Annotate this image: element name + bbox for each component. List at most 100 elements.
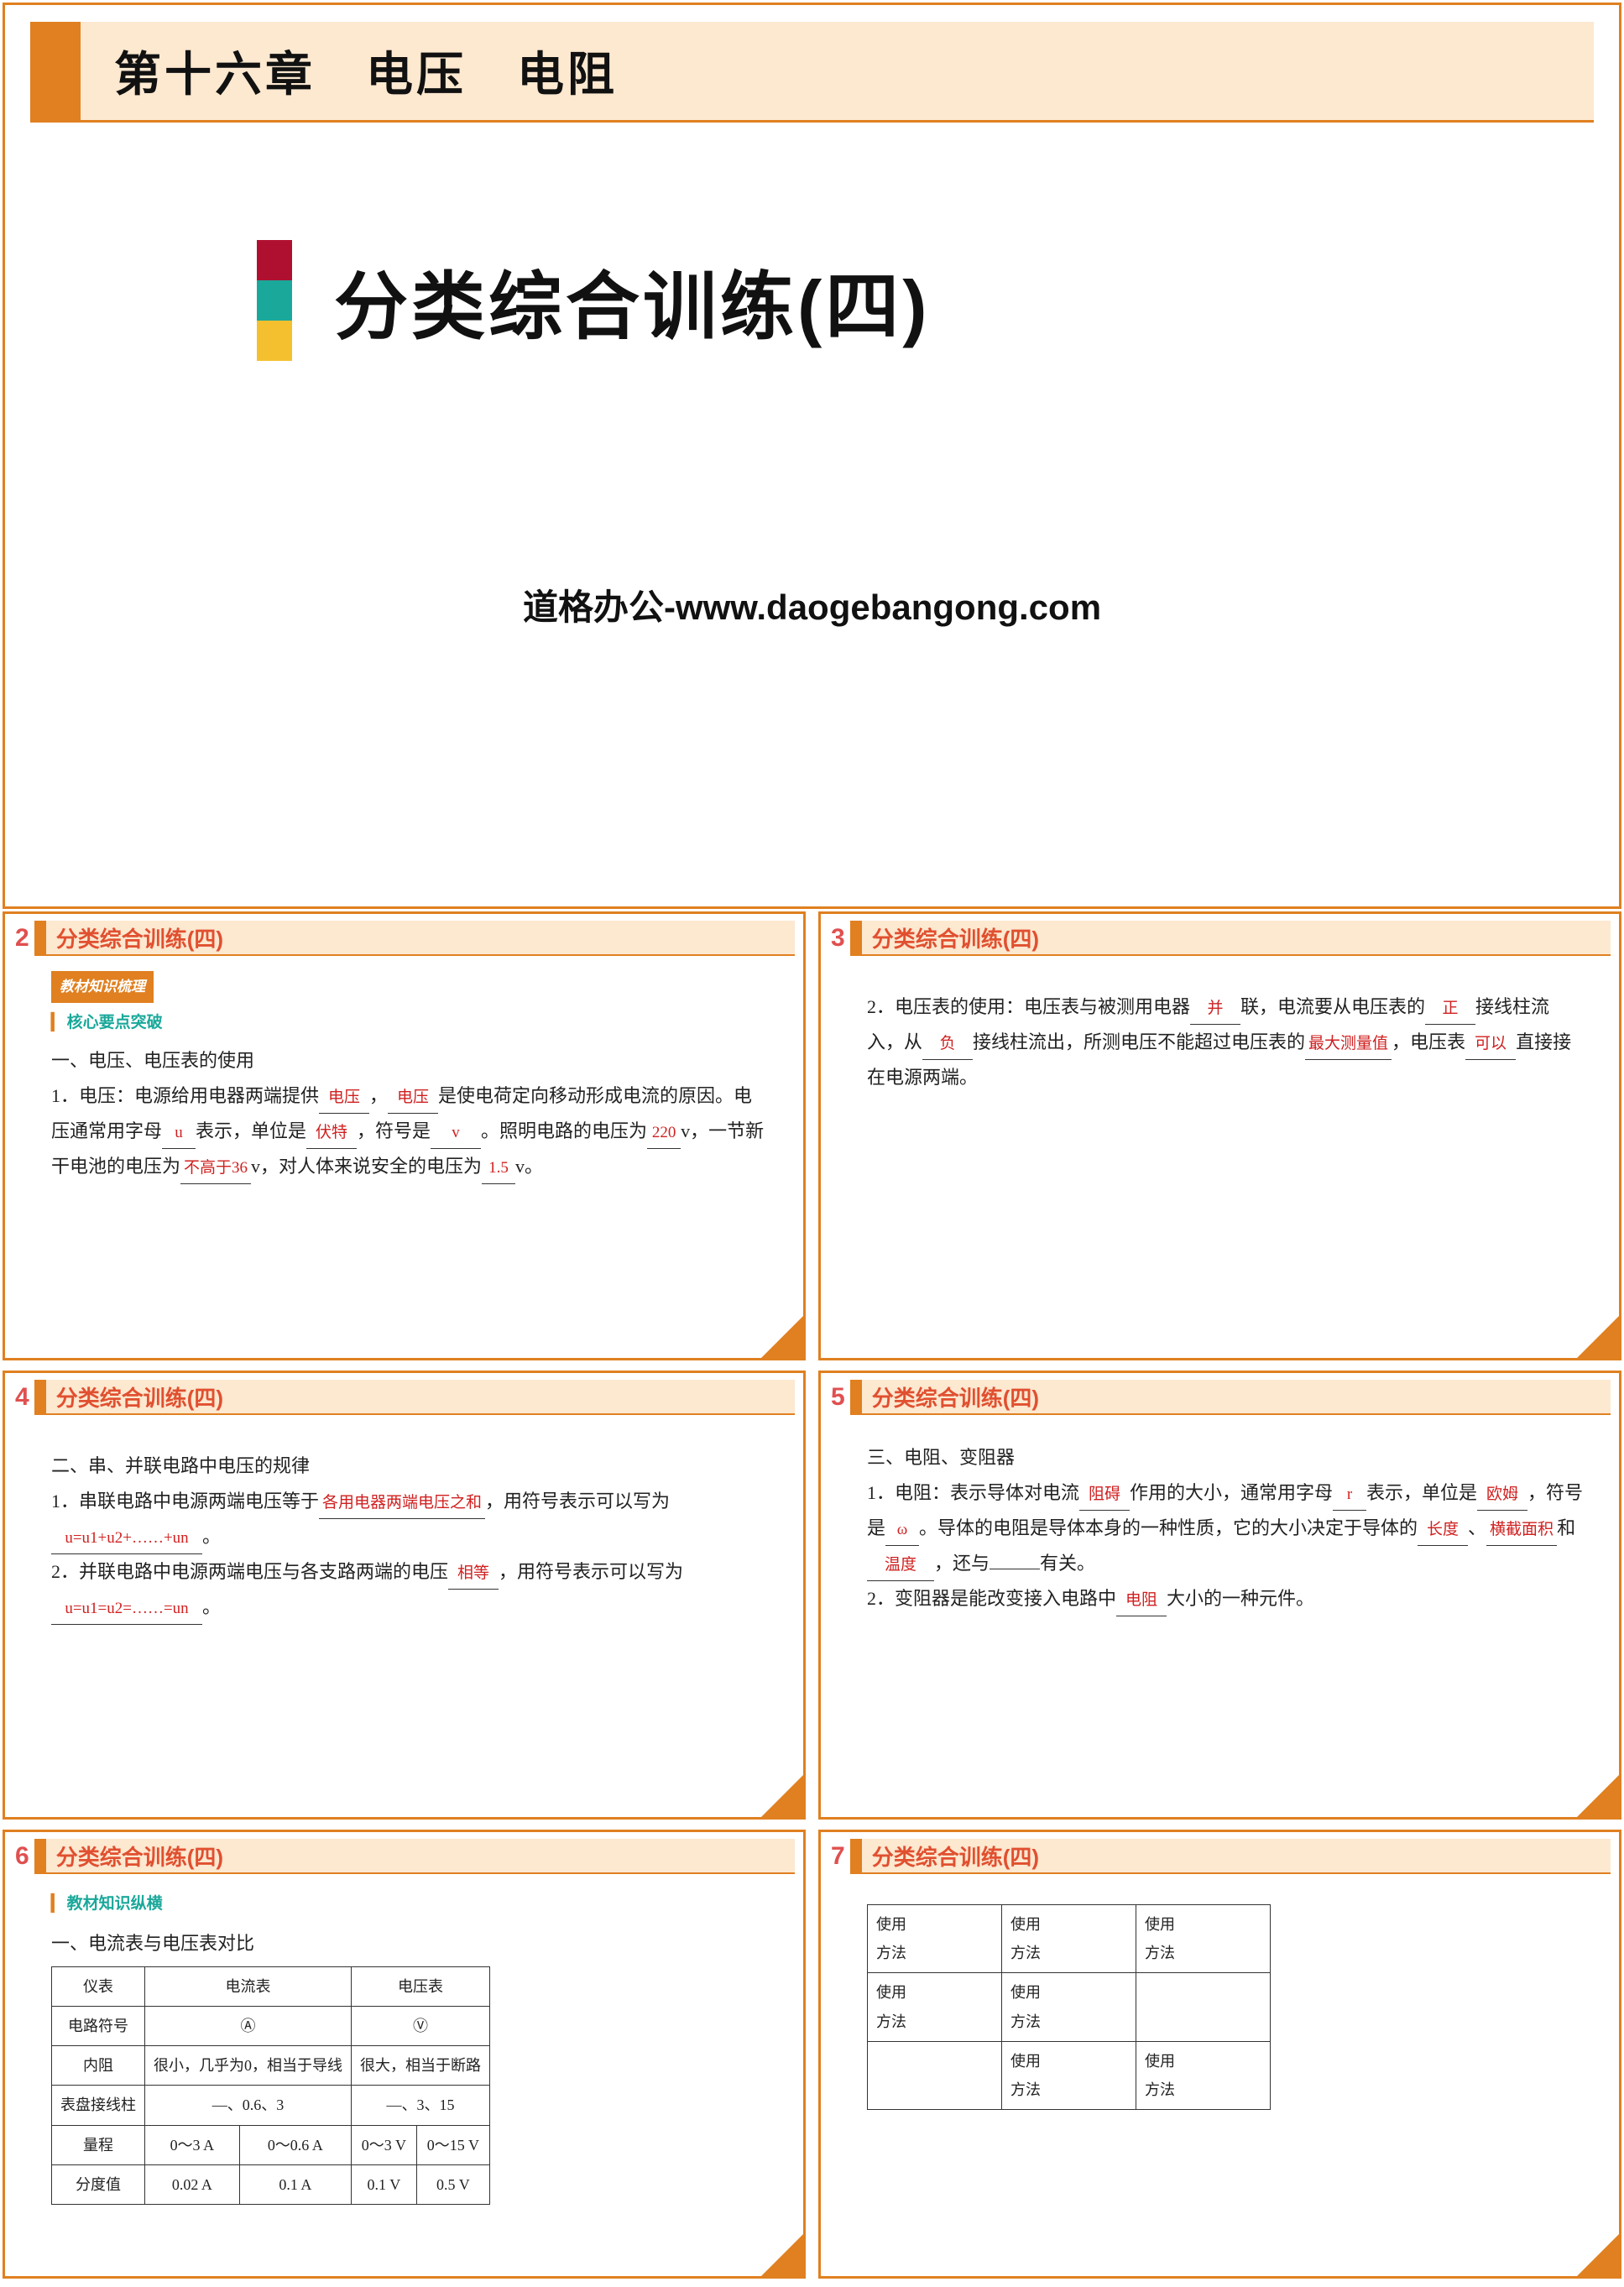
header-tab: [34, 1380, 46, 1413]
text: 大小的一种元件。: [1167, 1588, 1314, 1609]
blank: 最大测量值: [1305, 1029, 1392, 1060]
blank: 不高于36: [180, 1153, 251, 1184]
slide-7: 7 分类综合训练(四) 使用方法使用方法使用方法使用方法使用方法使用方法使用方法: [818, 1830, 1621, 2279]
slide-body: 使用方法使用方法使用方法使用方法使用方法使用方法使用方法: [821, 1874, 1619, 2118]
table-cell: 0～0.6 A: [239, 2125, 351, 2164]
table-cell: Ⓥ: [352, 2007, 490, 2046]
page-number: 7: [831, 1842, 845, 1871]
slide-header: 4 分类综合训练(四): [5, 1380, 795, 1415]
colorbar-seg-yellow: [257, 321, 292, 361]
core-text: 核心要点突破: [67, 1014, 163, 1031]
text: 表示，单位是: [1366, 1482, 1477, 1503]
comparison-table: 仪表电流表电压表电路符号ⒶⓋ内阻很小，几乎为0，相当于导线很大，相当于断路表盘接…: [51, 1966, 490, 2205]
usage-table: 使用方法使用方法使用方法使用方法使用方法使用方法使用方法: [867, 1904, 1271, 2110]
slide-4: 4 分类综合训练(四) 二、串、并联电路中电压的规律 1．串联电路中电源两端电压…: [3, 1371, 806, 1820]
text: 2．变阻器是能改变接入电路中: [867, 1588, 1116, 1609]
text: 、: [1468, 1517, 1486, 1538]
header-tab: [850, 921, 862, 954]
slide-3: 3 分类综合训练(四) 2．电压表的使用：电压表与被测用电器并联，电流要从电压表…: [818, 911, 1621, 1360]
text: 。: [202, 1596, 221, 1617]
table-cell: —、3、15: [352, 2086, 490, 2125]
slide-header: 6 分类综合训练(四): [5, 1839, 795, 1874]
slide-header: 7 分类综合训练(四): [821, 1839, 1611, 1874]
chapter-bar: 第十六章 电压 电阻: [30, 22, 1594, 123]
text: v。: [515, 1156, 543, 1177]
text: ，用符号表示可以写为: [485, 1491, 670, 1512]
table-cell: —、0.6、3: [145, 2086, 352, 2125]
table-cell: 0.1 A: [239, 2164, 351, 2204]
header-tab: [34, 1839, 46, 1872]
header-bar: 分类综合训练(四): [850, 1839, 1611, 1874]
table-cell: 使用方法: [1002, 2041, 1136, 2109]
text: 表示，单位是: [196, 1120, 306, 1141]
header-bar: 分类综合训练(四): [34, 1839, 795, 1874]
page-number: 5: [831, 1383, 845, 1412]
table-header: 仪表: [52, 1966, 145, 2006]
blank: r: [1333, 1480, 1366, 1511]
text: 2．并联电路中电源两端电压与各支路两端的电压: [51, 1561, 448, 1582]
text: 联，电流要从电压表的: [1240, 996, 1425, 1017]
table-cell: 0～15 V: [416, 2125, 489, 2164]
corner-icon: [761, 1775, 803, 1817]
colorbar-seg-teal: [257, 280, 292, 321]
table-cell: 0.1 V: [352, 2164, 417, 2204]
table-cell: 分度值: [52, 2164, 145, 2204]
table-cell: 量程: [52, 2125, 145, 2164]
table-cell: 电路符号: [52, 2007, 145, 2046]
section-heading: 三、电阻、变阻器: [867, 1440, 1585, 1475]
table-cell: 0～3 A: [145, 2125, 240, 2164]
table-header: 电压表: [352, 1966, 490, 2006]
blank: ω: [885, 1515, 919, 1546]
text: 。照明电路的电压为: [481, 1120, 647, 1141]
paragraph: 2．并联电路中电源两端电压与各支路两端的电压相等，用符号表示可以写为u=u1=u…: [51, 1554, 770, 1625]
tick-icon: ▎: [51, 1895, 64, 1913]
table-header: 电流表: [145, 1966, 352, 2006]
paragraph: 1．电阻：表示导体对电流阻碍作用的大小，通常用字母r表示，单位是欧姆，符号是ω。…: [867, 1475, 1585, 1581]
page-number: 6: [15, 1842, 29, 1871]
main-title: 分类综合训练(四): [334, 248, 931, 354]
main-slide: 第十六章 电压 电阻 分类综合训练(四) 道格办公-www.daogebango…: [3, 3, 1621, 909]
colorbar-seg-red: [257, 240, 292, 280]
section-heading: 二、串、并联电路中电压的规律: [51, 1449, 770, 1484]
corner-icon: [1577, 2234, 1619, 2276]
text: ，符号是: [357, 1120, 431, 1141]
slide-2: 2 分类综合训练(四) 教材知识梳理 ▎核心要点突破 一、电压、电压表的使用 1…: [3, 911, 806, 1360]
text: 接线柱流出，所测电压不能超过电压表的: [973, 1031, 1305, 1052]
slide-title: 分类综合训练(四): [872, 922, 1039, 953]
header-tab: [850, 1380, 862, 1413]
badge: ▎教材知识纵横: [51, 1889, 770, 1919]
table-cell: [1136, 1973, 1271, 2041]
table-cell: 使用方法: [1136, 1905, 1271, 1973]
text: 。导体的电阻是导体本身的一种性质，它的大小决定于导体的: [919, 1517, 1418, 1538]
section-heading: 一、电流表与电压表对比: [51, 1926, 770, 1961]
table-cell: 0.5 V: [416, 2164, 489, 2204]
chapter-title: 第十六章 电压 电阻: [114, 37, 618, 105]
brand-text: 道格办公-www.daogebangong.com: [5, 579, 1619, 630]
blank: 1.5: [482, 1153, 515, 1184]
blank: 电压: [388, 1083, 438, 1114]
table-cell: Ⓐ: [145, 2007, 352, 2046]
paragraph: 1．电压：电源给用电器两端提供电压，电压是使电荷定向移动形成电流的原因。电压通常…: [51, 1078, 770, 1184]
header-bar: 分类综合训练(四): [850, 921, 1611, 956]
slide-header: 2 分类综合训练(四): [5, 921, 795, 956]
table-cell: 很大，相当于断路: [352, 2046, 490, 2086]
header-tab: [850, 1839, 862, 1872]
text: ，: [369, 1085, 388, 1106]
core-heading: ▎核心要点突破: [51, 1008, 770, 1038]
slide-title: 分类综合训练(四): [56, 1381, 223, 1412]
blank: v: [431, 1118, 481, 1149]
blank: 正: [1425, 994, 1475, 1025]
table-cell: [868, 2041, 1002, 2109]
slide-title: 分类综合训练(四): [56, 1841, 223, 1872]
slide-header: 5 分类综合训练(四): [821, 1380, 1611, 1415]
text: ，用符号表示可以写为: [499, 1561, 683, 1582]
blank: 负: [922, 1029, 973, 1060]
text: 作用的大小，通常用字母: [1130, 1482, 1333, 1503]
badge-row: 教材知识梳理: [51, 971, 770, 1003]
table-cell: 使用方法: [868, 1973, 1002, 2041]
blank: u=u1+u2+……+un: [51, 1523, 202, 1554]
table-cell: 使用方法: [1136, 2041, 1271, 2109]
text: 1．串联电路中电源两端电压等于: [51, 1491, 319, 1512]
slide-title: 分类综合训练(四): [56, 922, 223, 953]
slide-body: 三、电阻、变阻器 1．电阻：表示导体对电流阻碍作用的大小，通常用字母r表示，单位…: [821, 1415, 1619, 1625]
